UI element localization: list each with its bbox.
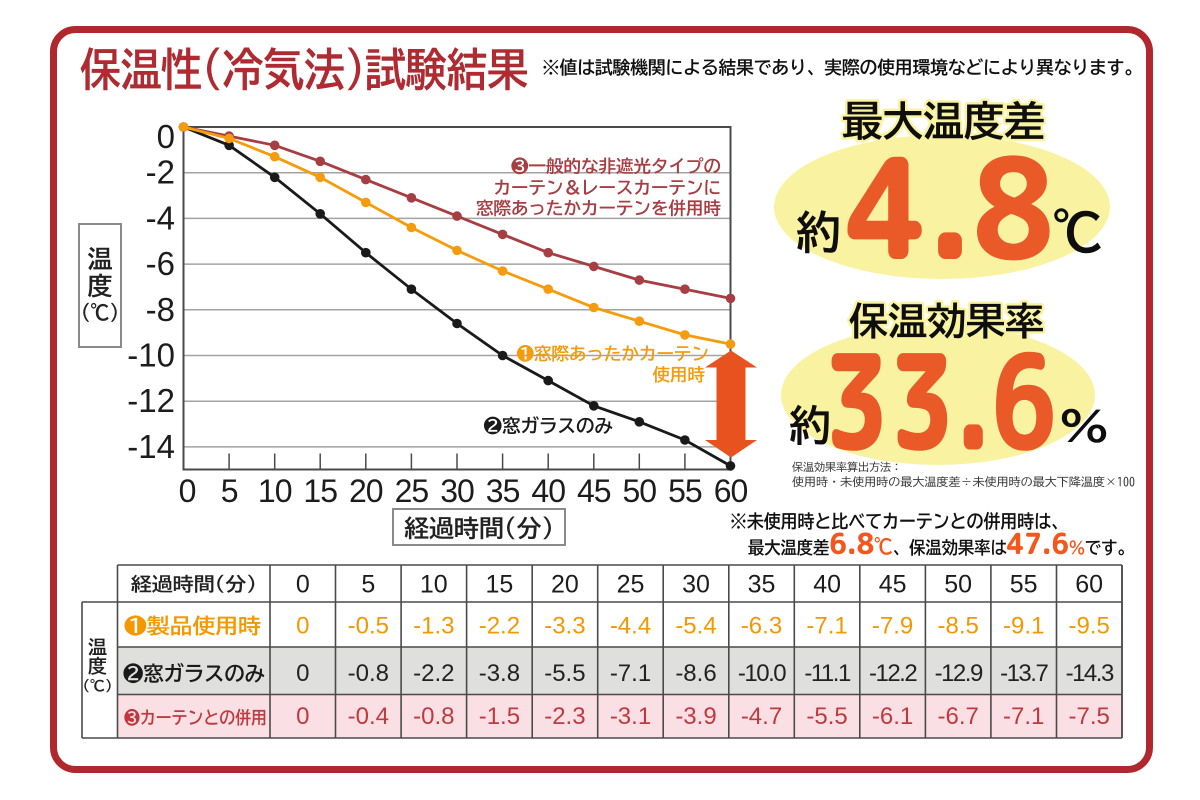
svg-text:-0.5: -0.5 — [348, 613, 389, 640]
svg-text:-0.4: -0.4 — [348, 703, 389, 730]
svg-text:45: 45 — [879, 571, 907, 599]
svg-text:-8: -8 — [146, 291, 175, 328]
svg-text:30: 30 — [682, 571, 710, 599]
svg-text:0: 0 — [157, 118, 175, 155]
svg-text:-5.5: -5.5 — [806, 703, 847, 730]
svg-text:25: 25 — [395, 473, 429, 509]
svg-text:-4.7: -4.7 — [741, 703, 782, 730]
svg-text:-11.1: -11.1 — [804, 660, 851, 687]
svg-text:-0.8: -0.8 — [413, 703, 454, 730]
svg-text:-5.4: -5.4 — [675, 613, 716, 640]
svg-text:-2.2: -2.2 — [413, 660, 454, 687]
svg-text:-8.6: -8.6 — [675, 660, 716, 687]
svg-text:0: 0 — [296, 703, 309, 730]
svg-text:-12.9: -12.9 — [935, 660, 983, 687]
svg-text:-9.1: -9.1 — [1003, 613, 1044, 640]
svg-text:30: 30 — [440, 473, 474, 509]
svg-text:25: 25 — [617, 571, 645, 599]
svg-text:40: 40 — [531, 473, 565, 509]
svg-text:-12.2: -12.2 — [869, 660, 917, 687]
svg-text:-9.5: -9.5 — [1069, 613, 1110, 640]
svg-text:-13.7: -13.7 — [1000, 660, 1048, 687]
svg-text:-10: -10 — [127, 337, 175, 374]
svg-text:10: 10 — [420, 571, 448, 599]
svg-text:35: 35 — [486, 473, 520, 509]
svg-text:-4.4: -4.4 — [610, 613, 651, 640]
svg-text:-2.2: -2.2 — [479, 613, 520, 640]
svg-text:-10.0: -10.0 — [738, 660, 786, 687]
svg-text:-3.9: -3.9 — [675, 703, 716, 730]
svg-text:-3.8: -3.8 — [479, 660, 520, 687]
svg-text:20: 20 — [349, 473, 383, 509]
svg-text:0: 0 — [296, 660, 309, 687]
svg-text:-1.5: -1.5 — [479, 703, 520, 730]
svg-text:-14.3: -14.3 — [1066, 660, 1114, 687]
svg-text:0: 0 — [296, 613, 309, 640]
svg-text:10: 10 — [258, 473, 292, 509]
svg-text:-2: -2 — [146, 154, 175, 191]
svg-text:60: 60 — [1075, 571, 1103, 599]
svg-text:15: 15 — [303, 473, 337, 509]
svg-text:-2.3: -2.3 — [544, 703, 585, 730]
svg-text:5: 5 — [221, 473, 238, 509]
svg-text:50: 50 — [623, 473, 657, 509]
svg-text:-7.5: -7.5 — [1069, 703, 1110, 730]
svg-text:0: 0 — [296, 571, 310, 599]
svg-text:40: 40 — [813, 571, 841, 599]
svg-text:-14: -14 — [127, 428, 175, 465]
svg-text:60: 60 — [714, 473, 748, 509]
svg-text:55: 55 — [1010, 571, 1038, 599]
svg-text:45: 45 — [577, 473, 611, 509]
svg-text:35: 35 — [748, 571, 776, 599]
svg-text:-6: -6 — [146, 245, 175, 282]
svg-text:-8.5: -8.5 — [938, 613, 979, 640]
svg-text:0: 0 — [179, 473, 196, 509]
svg-text:-5.5: -5.5 — [544, 660, 585, 687]
svg-text:-6.3: -6.3 — [741, 613, 782, 640]
svg-text:-1.3: -1.3 — [413, 613, 454, 640]
svg-text:20: 20 — [551, 571, 579, 599]
svg-text:55: 55 — [668, 473, 702, 509]
svg-text:50: 50 — [944, 571, 972, 599]
svg-text:5: 5 — [361, 571, 375, 599]
svg-text:-7.1: -7.1 — [610, 660, 651, 687]
svg-text:-7.9: -7.9 — [872, 613, 913, 640]
svg-text:15: 15 — [485, 571, 513, 599]
svg-text:-3.1: -3.1 — [610, 703, 651, 730]
svg-text:-7.1: -7.1 — [806, 613, 847, 640]
svg-text:-12: -12 — [127, 382, 175, 419]
svg-text:-3.3: -3.3 — [544, 613, 585, 640]
svg-text:-6.7: -6.7 — [938, 703, 979, 730]
svg-text:-4: -4 — [146, 199, 175, 236]
svg-text:-6.1: -6.1 — [872, 703, 913, 730]
svg-text:-0.8: -0.8 — [348, 660, 389, 687]
svg-text:-7.1: -7.1 — [1003, 703, 1044, 730]
